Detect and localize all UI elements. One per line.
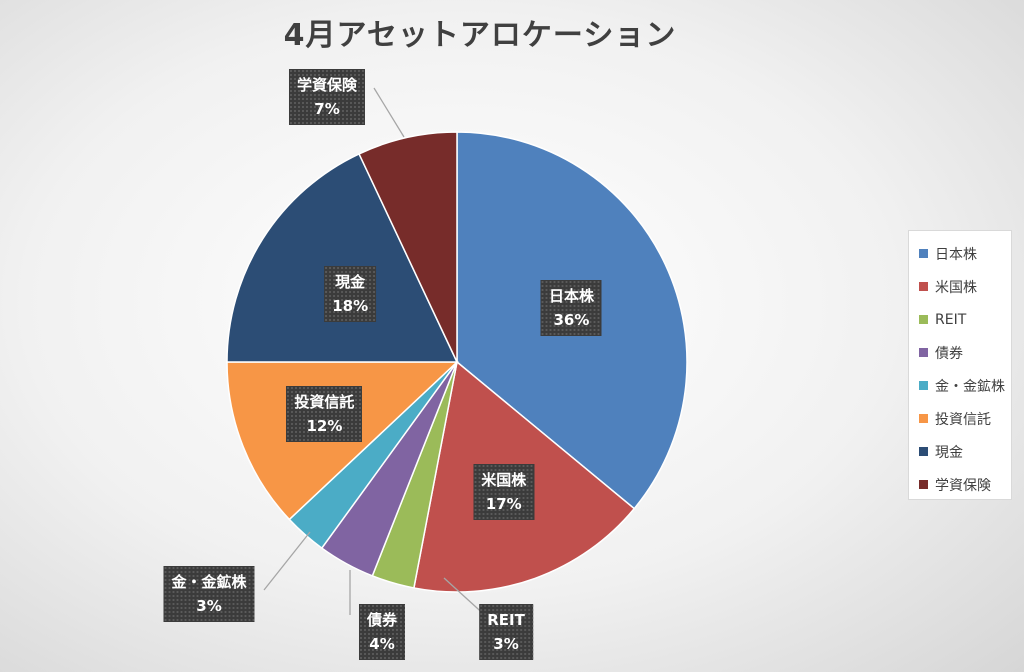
data-label-name: 現金 <box>335 273 366 292</box>
legend-swatch <box>919 480 928 489</box>
data-label-name: 学資保険 <box>296 76 358 94</box>
legend-swatch <box>919 282 928 291</box>
data-label-name: 日本株 <box>548 287 594 306</box>
data-label-name: 債券 <box>366 611 398 629</box>
data-label-name: 米国株 <box>481 470 527 489</box>
data-label: 日本株 36% <box>540 280 602 337</box>
legend-item: 日本株 <box>909 237 1011 270</box>
data-label-value: 4% <box>369 635 395 653</box>
data-label-value: 17% <box>485 494 522 513</box>
legend-label: 現金 <box>935 444 963 461</box>
data-label-name: 投資信託 <box>294 393 355 412</box>
legend-item: 投資信託 <box>909 402 1011 435</box>
legend-item: 金・金鉱株 <box>909 369 1011 402</box>
pie-slice <box>226 152 459 363</box>
legend-swatch <box>919 447 928 456</box>
data-label: 債券 4% <box>358 604 406 660</box>
data-label-value: 12% <box>306 417 343 436</box>
data-label-value: 7% <box>314 100 340 118</box>
legend-item: REIT <box>909 303 1011 336</box>
data-label: 金・金鉱株 3% <box>163 566 255 622</box>
data-label-value: 3% <box>493 635 519 653</box>
data-label: 米国株 17% <box>473 463 535 520</box>
data-label-value: 3% <box>196 597 222 615</box>
legend-item: 債券 <box>909 336 1011 369</box>
legend-label: 学資保険 <box>935 477 991 494</box>
legend-item: 学資保険 <box>909 468 1011 501</box>
legend-item: 現金 <box>909 435 1011 468</box>
chart-title: 4月アセットアロケーション <box>283 18 677 53</box>
legend-swatch <box>919 315 928 324</box>
data-label-value: 18% <box>332 297 369 316</box>
data-label: 現金 18% <box>324 266 377 323</box>
data-label: 投資信託 12% <box>286 386 363 443</box>
legend-item: 米国株 <box>909 270 1011 303</box>
legend-swatch <box>919 414 928 423</box>
leader-line <box>263 531 311 591</box>
data-label-value: 36% <box>553 311 590 330</box>
leader-line <box>373 87 405 138</box>
data-label-name: REIT <box>487 611 525 629</box>
legend-swatch <box>919 249 928 258</box>
legend-label: 金・金鉱株 <box>935 378 1005 395</box>
pie-slice <box>358 131 458 363</box>
legend-label: 日本株 <box>935 246 977 263</box>
data-label: REIT 3% <box>479 604 533 660</box>
data-label-name: 金・金鉱株 <box>171 573 247 591</box>
legend: 日本株米国株 REIT 債券金・金鉱株投資信託現金学資保険 <box>908 230 1012 500</box>
legend-label: 債券 <box>935 345 963 362</box>
legend-label: 米国株 <box>935 279 977 296</box>
legend-swatch <box>919 348 928 357</box>
legend-label: 投資信託 <box>935 411 991 428</box>
legend-swatch <box>919 381 928 390</box>
data-label: 学資保険 7% <box>288 69 366 125</box>
legend-label: REIT <box>935 311 967 328</box>
